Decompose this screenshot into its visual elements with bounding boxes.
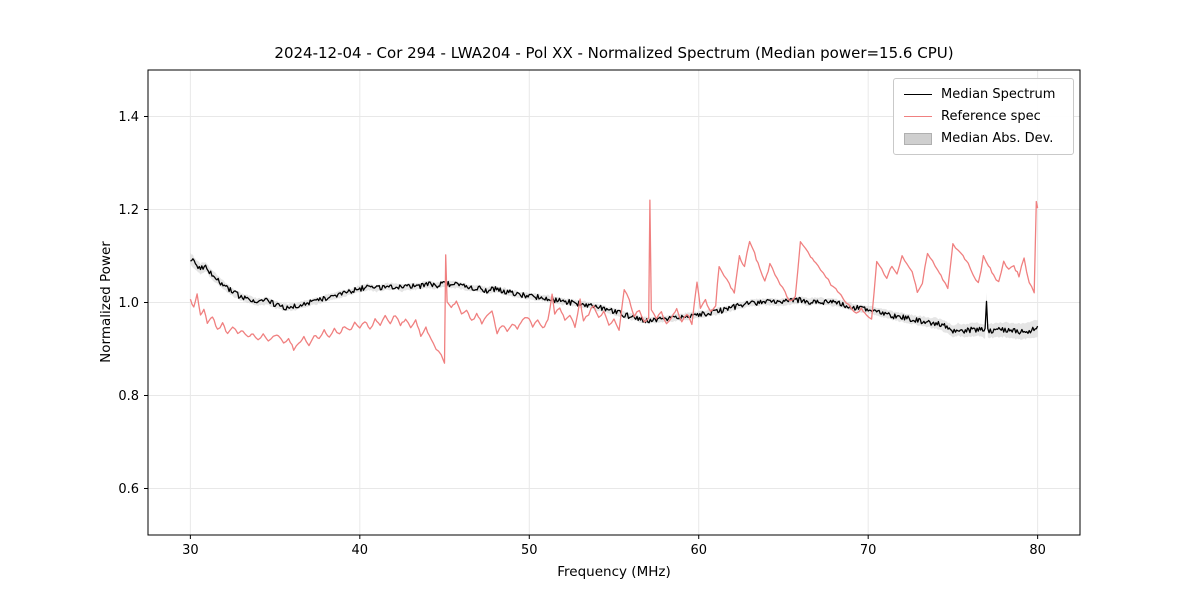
median-spectrum-line: [190, 258, 1039, 335]
legend-label-mad: Median Abs. Dev.: [941, 131, 1054, 146]
x-tick-label: 60: [690, 543, 707, 558]
legend-label-median: Median Spectrum: [941, 87, 1056, 102]
plot-frame: [147, 69, 1081, 536]
reference-spec-line-swatch: [904, 116, 932, 117]
legend: Median Spectrum Reference spec Median Ab…: [893, 78, 1074, 155]
y-tick-label: 1.0: [118, 296, 139, 311]
x-tick-label: 80: [1029, 543, 1046, 558]
x-axis-label: Frequency (MHz): [557, 564, 671, 580]
legend-label-reference: Reference spec: [941, 109, 1041, 124]
legend-item-median: Median Spectrum: [904, 87, 1063, 102]
legend-item-reference: Reference spec: [904, 109, 1063, 124]
y-tick-label: 1.4: [118, 110, 139, 125]
chart-title: 2024-12-04 - Cor 294 - LWA204 - Pol XX -…: [274, 44, 954, 62]
x-tick-label: 70: [860, 543, 877, 558]
mad-patch-swatch: [904, 132, 932, 145]
y-tick-label: 0.6: [118, 482, 139, 497]
median-spectrum-line-swatch: [904, 94, 932, 95]
legend-item-mad: Median Abs. Dev.: [904, 131, 1063, 146]
x-tick-label: 40: [352, 543, 369, 558]
y-tick-label: 0.8: [118, 389, 139, 404]
y-tick-label: 1.2: [118, 203, 139, 218]
reference-spec-line: [189, 199, 1039, 364]
x-tick-label: 50: [521, 543, 538, 558]
x-tick-label: 30: [182, 543, 199, 558]
